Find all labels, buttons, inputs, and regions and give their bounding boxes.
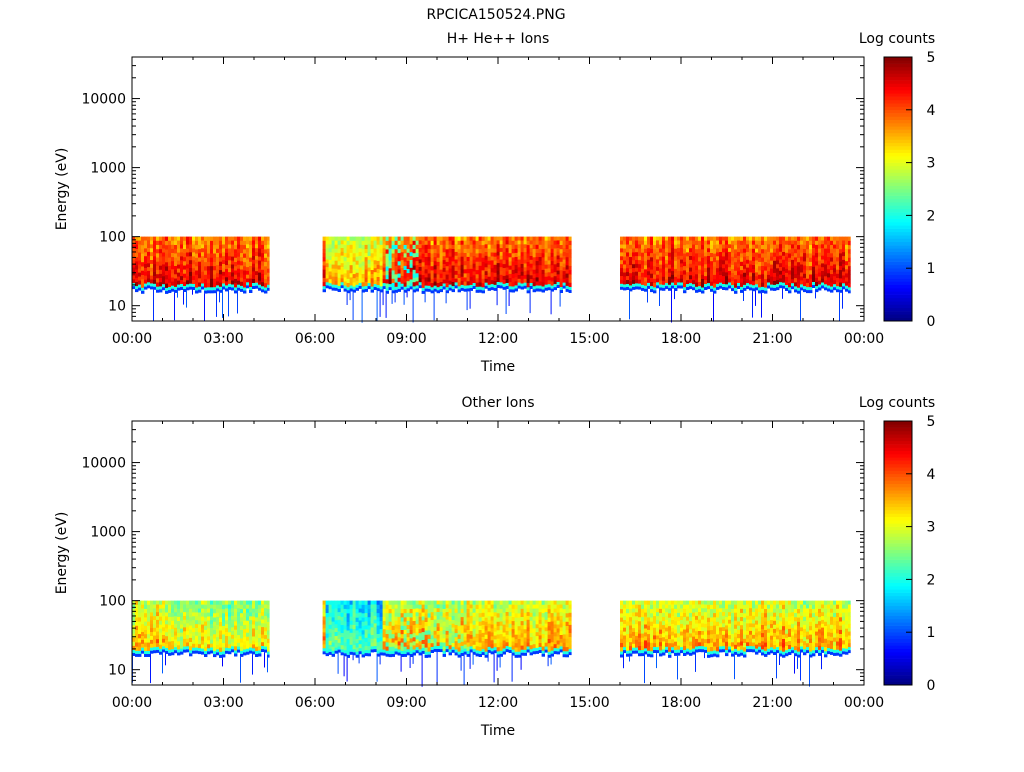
y-axis-label: Energy (eV)	[54, 148, 70, 231]
x-tick-label: 12:00	[478, 695, 518, 711]
x-axis-label: Time	[480, 723, 515, 739]
x-tick-label: 00:00	[844, 331, 884, 347]
colorbar-tick-label: 1	[927, 261, 936, 277]
x-tick-label: 09:00	[386, 331, 426, 347]
colorbar-label: Log counts	[859, 31, 935, 47]
panel-title: Other Ions	[461, 395, 534, 411]
y-tick-label: 10000	[81, 456, 126, 472]
colorbar-tick-label: 4	[927, 103, 936, 119]
x-tick-label: 18:00	[661, 331, 701, 347]
y-tick-label: 10	[108, 663, 126, 679]
colorbar-tick-label: 3	[927, 156, 936, 172]
colorbar-tick-label: 0	[927, 314, 936, 330]
x-tick-label: 00:00	[844, 695, 884, 711]
data-segment-1	[132, 601, 270, 684]
x-tick-label: 21:00	[752, 695, 792, 711]
colorbar-tick-label: 2	[927, 572, 936, 588]
x-tick-label: 15:00	[569, 695, 609, 711]
y-tick-label: 10	[108, 299, 126, 315]
x-axis: 00:00 03:00 06:00 09:00 12:00 15:00 18:00 21:00…	[112, 57, 884, 375]
y-tick-label: 100	[99, 230, 126, 246]
panel-1: 00:00 03:00 06:00 09:00 12:00 15:00 18:00 21:00…	[54, 31, 936, 375]
figure-title: RPCICA150524.PNG	[426, 7, 565, 23]
panel-2: 00:00 03:00 06:00 09:00 12:00 15:00 18:00 21:00…	[54, 395, 936, 739]
x-tick-label: 18:00	[661, 695, 701, 711]
y-tick-label: 10000	[81, 92, 126, 108]
x-tick-label: 21:00	[752, 331, 792, 347]
data-segment-2	[323, 237, 572, 323]
data-segment-3	[620, 601, 851, 687]
data-segment-3	[620, 237, 851, 323]
data-segment-2	[323, 601, 572, 687]
colorbar-label: Log counts	[859, 395, 935, 411]
x-tick-label: 12:00	[478, 331, 518, 347]
x-tick-label: 03:00	[203, 331, 243, 347]
colorbar-tick-label: 5	[927, 414, 936, 430]
colorbar-tick-label: 0	[927, 678, 936, 694]
data-segment-1	[132, 237, 270, 322]
x-tick-label: 06:00	[295, 331, 335, 347]
colorbar: 0 1 2 3 4 5 Log counts	[859, 31, 936, 330]
x-axis: 00:00 03:00 06:00 09:00 12:00 15:00 18:00 21:00…	[112, 421, 884, 739]
colorbar-tick-label: 4	[927, 467, 936, 483]
x-axis-label: Time	[480, 359, 515, 375]
spectrogram	[132, 601, 851, 687]
colorbar-tick-label: 5	[927, 50, 936, 66]
colorbar-tick-label: 3	[927, 520, 936, 536]
colorbar-tick-label: 2	[927, 208, 936, 224]
x-tick-label: 00:00	[112, 331, 152, 347]
y-axis-label: Energy (eV)	[54, 512, 70, 595]
spectrogram	[132, 237, 851, 323]
colorbar-tick-label: 1	[927, 625, 936, 641]
x-tick-label: 06:00	[295, 695, 335, 711]
x-tick-label: 15:00	[569, 331, 609, 347]
panel-title: H+ He++ Ions	[447, 31, 550, 47]
x-tick-label: 09:00	[386, 695, 426, 711]
x-tick-label: 03:00	[203, 695, 243, 711]
y-tick-label: 100	[99, 594, 126, 610]
colorbar: 0 1 2 3 4 5 Log counts	[859, 395, 936, 694]
y-tick-label: 1000	[90, 161, 126, 177]
y-tick-label: 1000	[90, 525, 126, 541]
x-tick-label: 00:00	[112, 695, 152, 711]
